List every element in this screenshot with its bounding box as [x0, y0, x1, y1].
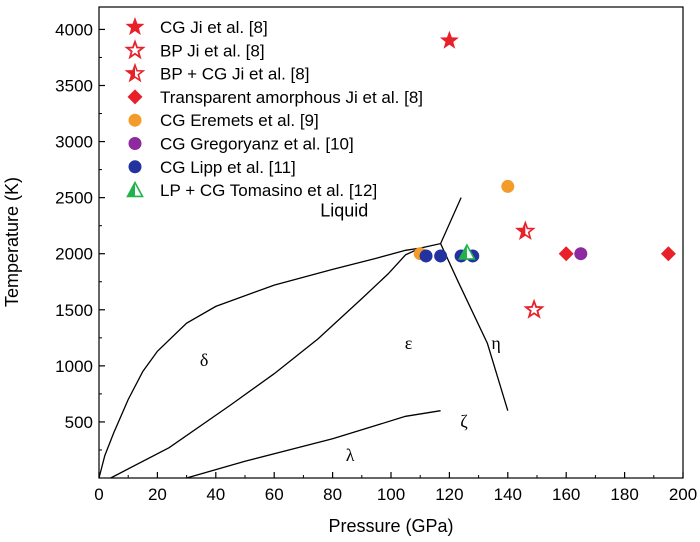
circle-marker: [128, 137, 142, 150]
x-axis-ticks: 0 20 40 60 80 100 120 140 160 180 200: [94, 472, 697, 504]
star-outline: [515, 220, 536, 241]
data-point-s6-1: [574, 247, 588, 261]
data-point-s4-1: [558, 246, 574, 262]
phase-boundaries: [98, 197, 509, 479]
y-tick-label: 2000: [55, 245, 93, 264]
y-axis-title: Temperature (K): [2, 177, 22, 307]
legend-marker: [127, 89, 143, 105]
diamond-marker: [660, 246, 676, 262]
star-outline: [124, 62, 146, 83]
phase-label-6: λ: [346, 445, 355, 465]
phase-boundary-3: [440, 243, 509, 411]
legend-label: LP + CG Tomasino et al. [12]: [160, 181, 377, 200]
diamond-marker: [558, 246, 574, 262]
y-tick-label: 3000: [55, 133, 93, 152]
x-tick-label: 200: [669, 485, 697, 504]
star-marker: [124, 39, 146, 60]
legend-label: BP Ji et al. [8]: [160, 41, 265, 60]
star-marker: [439, 30, 459, 49]
legend-entry: BP Ji et al. [8]: [124, 39, 265, 60]
circle-marker: [128, 160, 142, 174]
circle-marker: [128, 113, 142, 127]
triangle-outline: [458, 243, 476, 260]
y-tick-label: 500: [65, 413, 93, 432]
data-point-s7-2: [434, 249, 448, 263]
x-tick-label: 120: [435, 485, 463, 504]
x-tick-label: 60: [265, 485, 284, 504]
x-tick-label: 40: [206, 485, 225, 504]
legend-marker: [128, 113, 142, 127]
x-tick-label: 20: [148, 485, 167, 504]
triangle-outline: [126, 180, 144, 198]
star-marker: [125, 17, 145, 36]
phase-label-4: η: [491, 333, 500, 353]
legend-label: CG Lipp et al. [11]: [160, 158, 296, 177]
phase-boundary-2: [110, 197, 462, 479]
x-tick-label: 140: [494, 485, 522, 504]
circle-marker: [434, 249, 448, 263]
y-tick-label: 4000: [55, 20, 93, 39]
phase-label-5: ζ: [460, 412, 468, 432]
data-point-s7-1: [419, 249, 433, 263]
legend-entry: CG Ji et al. [8]: [125, 17, 268, 37]
legend-entry: CG Eremets et al. [9]: [128, 111, 319, 130]
legend-marker: [126, 180, 144, 198]
legend-entry: BP + CG Ji et al. [8]: [124, 62, 309, 84]
data-point-s8-1: [458, 243, 476, 260]
phase-label-3: ε: [405, 333, 413, 353]
legend-marker: [124, 62, 146, 83]
legend-entry: CG Gregoryanz et al. [10]: [128, 135, 354, 154]
star-fill-half: [517, 222, 526, 239]
data-point-s2-1: [523, 298, 545, 319]
x-tick-label: 0: [94, 485, 103, 504]
y-tick-label: 2500: [55, 189, 93, 208]
legend-marker: [128, 137, 142, 150]
legend-label: Transparent amorphous Ji et al. [8]: [160, 88, 423, 107]
x-axis-title: Pressure (GPa): [328, 516, 453, 536]
legend-entry: CG Lipp et al. [11]: [128, 158, 296, 177]
legend-label: CG Gregoryanz et al. [10]: [160, 135, 354, 154]
x-tick-label: 100: [377, 485, 405, 504]
y-tick-label: 1500: [55, 301, 93, 320]
data-point-s1-1: [439, 30, 459, 49]
legend-entry: LP + CG Tomasino et al. [12]: [126, 180, 377, 200]
diamond-marker: [127, 89, 143, 105]
data-point-s4-2: [660, 246, 676, 262]
star-marker: [523, 298, 545, 319]
phase-boundary-4: [186, 410, 441, 479]
phase-label-2: δ: [200, 350, 208, 370]
legend-label: CG Eremets et al. [9]: [160, 111, 319, 130]
y-axis-ticks: 500 1000 1500 2000 2500 3000 3500 4000: [55, 20, 105, 451]
phase-label-1: Liquid: [320, 201, 368, 221]
x-tick-label: 80: [323, 485, 342, 504]
x-tick-label: 180: [610, 485, 638, 504]
phase-boundary-1: [98, 247, 421, 479]
data-point-s3-1: [515, 220, 536, 241]
legend-marker: [124, 39, 146, 60]
circle-marker: [501, 179, 515, 193]
x-tick-label: 160: [552, 485, 580, 504]
data-points: [413, 30, 676, 319]
star-fill-half: [126, 65, 135, 81]
legend-marker: [128, 160, 142, 174]
phase-labels: Liquid δ ε η ζ λ: [200, 201, 501, 466]
legend-label: BP + CG Ji et al. [8]: [160, 65, 309, 84]
circle-marker: [419, 249, 433, 263]
y-tick-label: 1000: [55, 357, 93, 376]
legend-entry: Transparent amorphous Ji et al. [8]: [127, 88, 423, 107]
legend-label: CG Ji et al. [8]: [160, 18, 268, 37]
data-point-s5-2: [501, 179, 515, 193]
legend: CG Ji et al. [8] BP Ji et al. [8] BP + CG …: [124, 17, 423, 200]
circle-marker: [574, 247, 588, 261]
legend-marker: [125, 17, 145, 36]
y-tick-label: 3500: [55, 77, 93, 96]
